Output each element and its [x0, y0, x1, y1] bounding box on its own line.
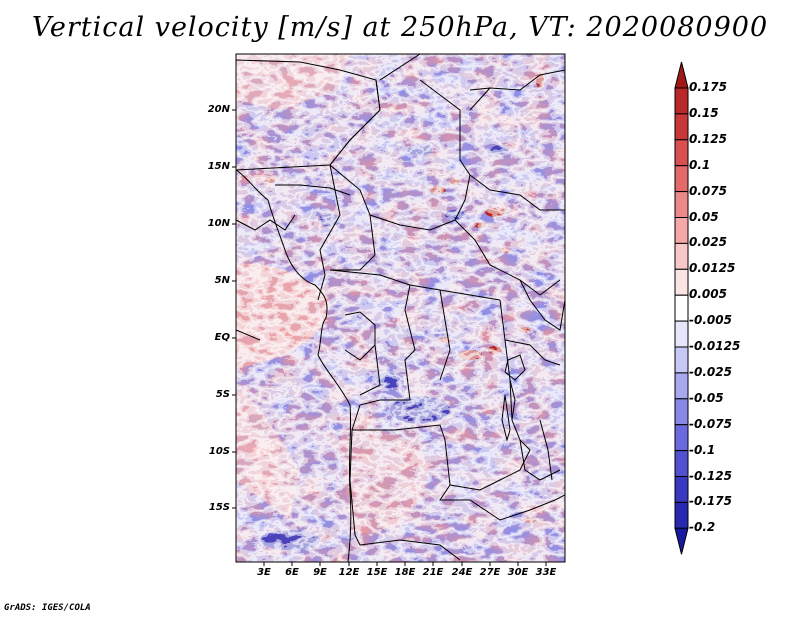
velocity-field [236, 54, 565, 562]
colorbar-segment [674, 372, 689, 400]
lon-label-24e: 24E [451, 567, 473, 578]
lon-label-21e: 21E [422, 567, 444, 578]
colorbar-segment [674, 165, 689, 193]
colorbar-bottom-arrow [674, 527, 689, 555]
lon-label-6e: 6E [285, 567, 299, 578]
lat-label-20n: 20N [207, 104, 230, 115]
map-frame [235, 53, 566, 563]
grads-credit: GrADS: IGES/COLA [4, 603, 91, 613]
lon-label-12e: 12E [338, 567, 360, 578]
colorbar-top-arrow [674, 61, 689, 89]
lat-label-5n: 5N [214, 275, 230, 286]
colorbar-label: -0.0125 [689, 339, 741, 353]
lon-label-3e: 3E [257, 567, 271, 578]
colorbar-label: -0.125 [689, 468, 732, 483]
colorbar-label: 0.05 [689, 209, 719, 224]
colorbar-segment [674, 294, 689, 322]
lon-label-30e: 30E [507, 567, 529, 578]
colorbar-label: -0.005 [689, 313, 732, 328]
colorbar-label: -0.075 [689, 416, 732, 431]
colorbar-label: -0.05 [689, 390, 724, 405]
colorbar-segment [674, 501, 689, 529]
axis-ticks [232, 109, 547, 566]
lon-label-9e: 9E [313, 567, 327, 578]
colorbar-segment [674, 424, 689, 452]
lon-label-33e: 33E [535, 567, 557, 578]
colorbar-label: -0.175 [689, 494, 732, 509]
colorbar-label: 0.005 [689, 287, 727, 302]
colorbar-label: -0.025 [689, 364, 732, 379]
lon-label-15e: 15E [366, 567, 388, 578]
colorbar-label: 0.0125 [689, 261, 736, 276]
colorbar-segment [674, 139, 689, 167]
map-title: Vertical velocity [m/s] at 250hPa, VT: 2… [31, 12, 769, 43]
colorbar-segment [674, 191, 689, 219]
lat-label-10s: 10S [208, 446, 230, 457]
lat-label-15n: 15N [207, 161, 230, 172]
colorbar-segment [674, 113, 689, 141]
lat-label-15s: 15S [208, 502, 230, 513]
lat-label-10n: 10N [207, 218, 230, 229]
colorbar-label: 0.1 [689, 157, 711, 172]
lon-label-18e: 18E [394, 567, 416, 578]
colorbar-segment [674, 268, 689, 296]
colorbar-label: 0.15 [689, 105, 719, 120]
colorbar-label: 0.075 [689, 183, 727, 198]
colorbar-segment [674, 242, 689, 270]
colorbar-label: 0.175 [689, 80, 727, 94]
lake-victoria [501, 354, 526, 442]
colorbar-label: 0.025 [689, 235, 727, 250]
colorbar-label: 0.125 [689, 131, 727, 146]
colorbar-segment [674, 398, 689, 426]
colorbar-label: -0.2 [689, 520, 716, 535]
colorbar-segment [674, 320, 689, 348]
lon-label-27e: 27E [479, 567, 501, 578]
lat-label-5s: 5S [215, 389, 230, 400]
colorbar-segment [674, 476, 689, 503]
colorbar-segment [674, 217, 689, 244]
colorbar-label: -0.1 [689, 442, 716, 457]
colorbar-segment [674, 346, 689, 374]
colorbar [674, 61, 689, 555]
colorbar-segment [674, 450, 689, 478]
lat-label-eq: EQ [214, 332, 230, 343]
colorbar-segment [674, 87, 689, 115]
field-contour-noise [236, 54, 565, 562]
map-borders [236, 54, 565, 562]
